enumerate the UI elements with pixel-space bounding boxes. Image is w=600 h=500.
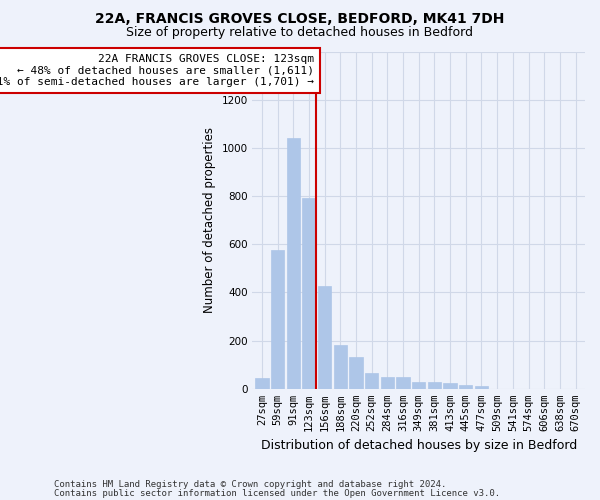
Bar [271,250,284,389]
Bar [349,358,362,389]
Text: Size of property relative to detached houses in Bedford: Size of property relative to detached ho… [127,26,473,39]
Bar [334,346,347,389]
Text: Contains public sector information licensed under the Open Government Licence v3: Contains public sector information licen… [54,488,500,498]
Y-axis label: Number of detached properties: Number of detached properties [203,127,216,313]
Text: 22A FRANCIS GROVES CLOSE: 123sqm
← 48% of detached houses are smaller (1,611)
51: 22A FRANCIS GROVES CLOSE: 123sqm ← 48% o… [0,54,314,87]
Bar [412,382,425,389]
Bar [380,377,394,389]
Bar [302,198,316,389]
Text: Contains HM Land Registry data © Crown copyright and database right 2024.: Contains HM Land Registry data © Crown c… [54,480,446,489]
X-axis label: Distribution of detached houses by size in Bedford: Distribution of detached houses by size … [260,440,577,452]
Bar [443,383,457,389]
Text: 22A, FRANCIS GROVES CLOSE, BEDFORD, MK41 7DH: 22A, FRANCIS GROVES CLOSE, BEDFORD, MK41… [95,12,505,26]
Bar [428,382,441,389]
Bar [459,385,472,389]
Bar [255,378,269,389]
Bar [318,286,331,389]
Bar [287,138,300,389]
Bar [397,377,410,389]
Bar [475,386,488,389]
Bar [365,373,379,389]
